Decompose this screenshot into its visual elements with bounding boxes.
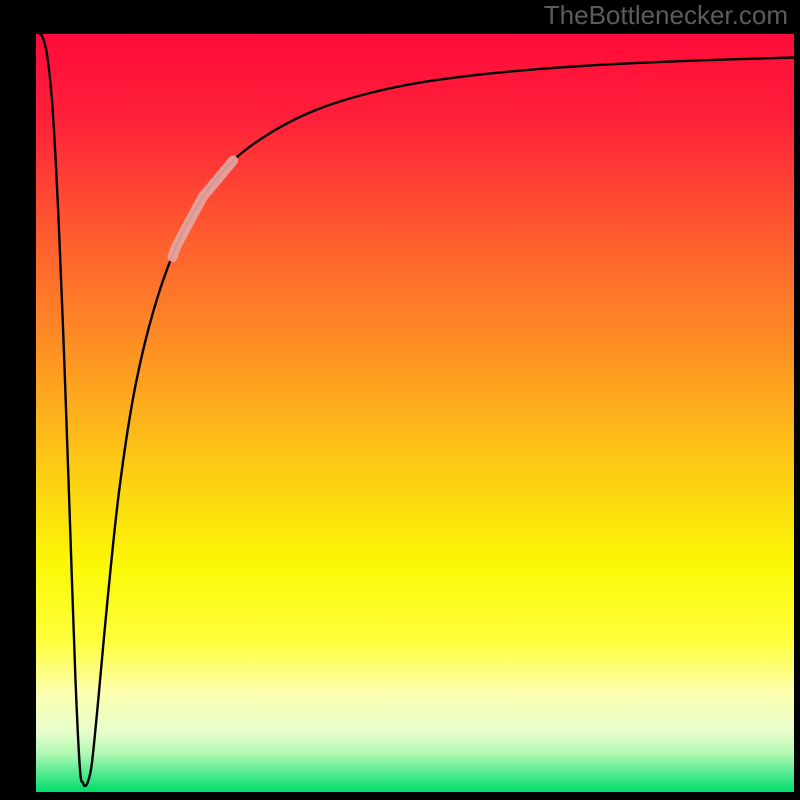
- watermark-text: TheBottlenecker.com: [544, 0, 788, 31]
- plot-background: [36, 34, 794, 792]
- bottleneck-chart: [0, 0, 800, 800]
